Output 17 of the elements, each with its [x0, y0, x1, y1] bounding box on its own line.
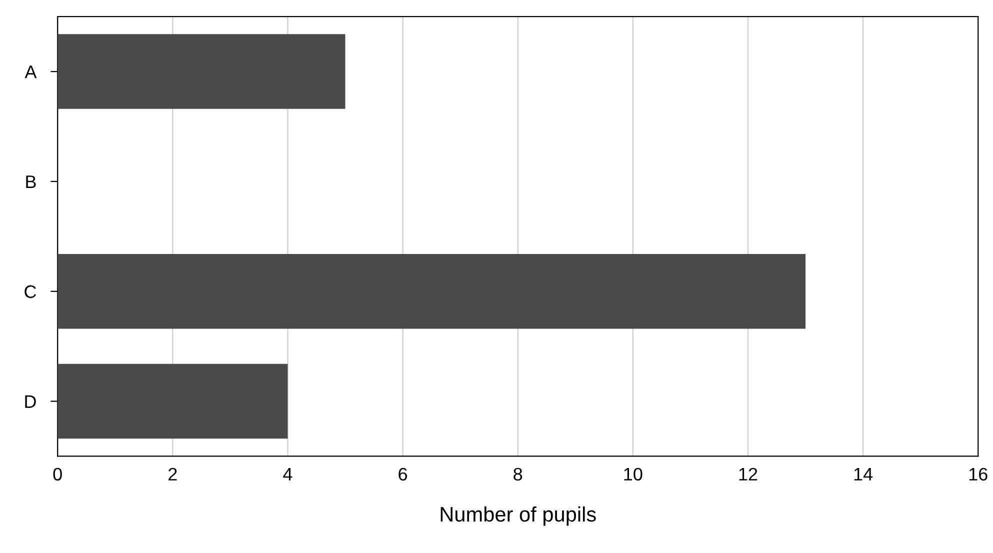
- bar: [58, 364, 288, 439]
- x-tick-label: 10: [624, 468, 642, 481]
- bar: [58, 254, 806, 329]
- x-tick-label: 0: [53, 468, 62, 481]
- x-tick-label: 12: [739, 468, 758, 480]
- x-tick-label: 16: [969, 468, 988, 481]
- bar: [58, 34, 346, 109]
- y-tick-label: C: [24, 285, 36, 298]
- x-tick-label: 6: [398, 468, 408, 481]
- x-tick-label: 2: [168, 468, 177, 480]
- x-axis-title: Number of pupils: [440, 506, 596, 526]
- x-tick-label: 8: [514, 468, 522, 481]
- x-tick-label: 4: [283, 468, 292, 480]
- y-tick-label: D: [25, 395, 36, 408]
- y-tick-label: A: [24, 66, 37, 78]
- y-tick-label: B: [26, 176, 36, 188]
- x-tick-label: 14: [854, 468, 873, 480]
